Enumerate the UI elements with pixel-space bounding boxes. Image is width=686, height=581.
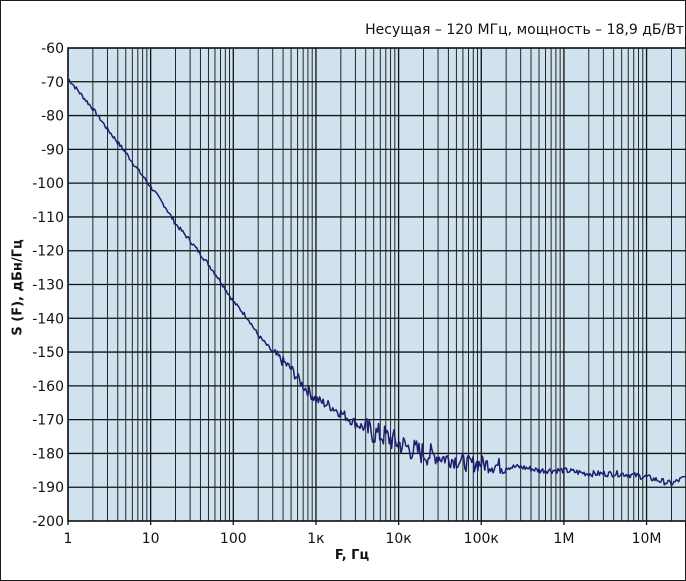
y-tick-label: -70 (41, 75, 64, 91)
x-tick-label: 10 (142, 531, 160, 547)
y-axis-label: S (F), дБн/Гц (10, 239, 26, 336)
x-tick-label: 10М (632, 531, 662, 547)
y-tick-label: -180 (32, 446, 64, 462)
x-tick-label: 10к (385, 531, 411, 547)
x-tick-label: 1М (553, 531, 574, 547)
y-tick-label: -90 (41, 142, 64, 158)
x-tick-label: 100 (220, 531, 247, 547)
x-tick-label: 1 (64, 531, 73, 547)
y-tick-label: -150 (32, 345, 64, 361)
plot-border (67, 47, 686, 522)
x-tick-label: 1к (307, 531, 324, 547)
noise-trace (67, 77, 686, 487)
y-tick-label: -120 (32, 244, 64, 260)
y-tick-label: -100 (32, 176, 64, 192)
y-tick-label: -110 (32, 210, 64, 226)
y-tick-label: -170 (32, 413, 64, 429)
y-tick-label: -130 (32, 278, 64, 294)
y-tick-label: -60 (41, 41, 64, 57)
y-tick-label: -190 (32, 480, 64, 496)
y-tick-label: -80 (41, 109, 64, 125)
y-tick-label: -200 (32, 514, 64, 530)
carrier-annotation: Несущая – 120 МГц, мощность – 18,9 дБ/Вт (365, 22, 684, 38)
x-tick-label: 100к (464, 531, 499, 547)
y-tick-label: -160 (32, 379, 64, 395)
x-axis-label: F, Гц (334, 548, 370, 563)
y-tick-label: -140 (32, 311, 64, 327)
